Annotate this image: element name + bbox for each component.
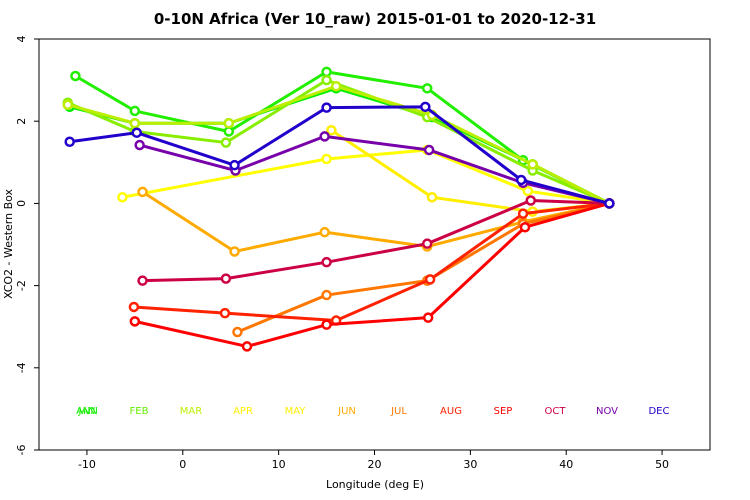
x-tick-label: 30 [463,458,477,471]
y-tick-label: -6 [15,445,28,456]
x-tick-label: -10 [78,458,96,471]
data-point [137,186,148,198]
legend-item-oct: OCT [545,406,567,417]
data-point [70,70,81,82]
data-point [525,195,536,206]
data-point [220,273,232,284]
series-line [139,134,610,205]
legend-item-mar: MAR [180,406,202,417]
data-point [223,118,235,129]
series-line [142,199,610,283]
data-point [220,137,232,148]
x-tick-label: 10 [272,458,286,471]
data-point [426,191,438,203]
legend-item-dec: DEC [648,406,669,417]
data-point [527,159,538,170]
series-layer [62,66,615,352]
data-point [604,198,615,209]
data-point [129,118,141,129]
data-point [515,174,527,186]
data-point [424,274,436,285]
data-point [522,185,534,197]
data-point [129,105,141,117]
legend-item-jun: JUN [337,406,356,417]
data-point [62,99,74,111]
data-point [137,275,148,286]
data-point [321,319,332,330]
legend-item-aug: AUG [440,406,462,417]
data-point [321,153,332,165]
x-tick-label: 20 [368,458,382,471]
y-axis-label: XCO2 - Western Box [2,188,15,299]
data-point [229,159,240,171]
legend-item-nov: NOV [596,406,618,417]
y-axis: -6 -4 -2 0 2 4 [15,36,39,456]
y-tick-label: -4 [15,362,28,373]
data-point [241,341,253,352]
legend-item-sep: SEP [494,406,513,417]
data-point [519,221,531,233]
x-tick-label: 40 [559,458,573,471]
series-line [141,190,610,253]
data-point [129,316,141,327]
data-point [117,191,128,203]
data-point [134,139,145,151]
data-point [321,289,332,301]
data-point [321,66,332,78]
legend-item-jul: JUL [390,406,407,417]
legend-item-ann: ANN [76,406,98,417]
data-point [223,126,235,137]
data-point [131,127,143,138]
data-point [232,326,243,338]
series-line [134,201,610,348]
legend-item-may: MAY [285,406,307,417]
series-apr [117,144,615,209]
data-point [420,101,431,113]
series-sep [129,198,615,352]
legend-item-jan: JAN [77,406,95,417]
y-tick-label: 2 [15,118,28,125]
legend-item-apr: APR [233,406,253,417]
y-tick-label: 4 [15,36,28,43]
data-point [326,124,337,136]
data-point [319,226,330,238]
data-point [128,301,140,313]
data-point [422,312,434,323]
chart-title: 0-10N Africa (Ver 10_raw) 2015-01-01 to … [154,10,596,28]
data-point [517,208,529,219]
data-point [421,83,433,94]
data-point [229,246,240,257]
data-point [423,144,435,156]
x-tick-label: 0 [179,458,186,471]
data-point [321,102,332,113]
data-point [421,238,433,249]
x-axis-label: Longitude (deg E) [326,478,424,491]
y-tick-label: 0 [15,200,28,207]
data-point [321,256,332,268]
data-point [319,131,330,142]
series-dec [64,101,615,209]
y-tick-label: -2 [15,280,28,291]
x-axis: -10 0 10 20 30 40 50 [78,450,669,471]
data-point [330,81,342,92]
data-point [321,74,332,86]
data-point [219,307,231,319]
series-line [122,148,610,205]
x-tick-label: 50 [655,458,669,471]
legend-item-feb: FEB [130,406,149,417]
series-line [133,201,610,323]
data-point [64,136,75,147]
